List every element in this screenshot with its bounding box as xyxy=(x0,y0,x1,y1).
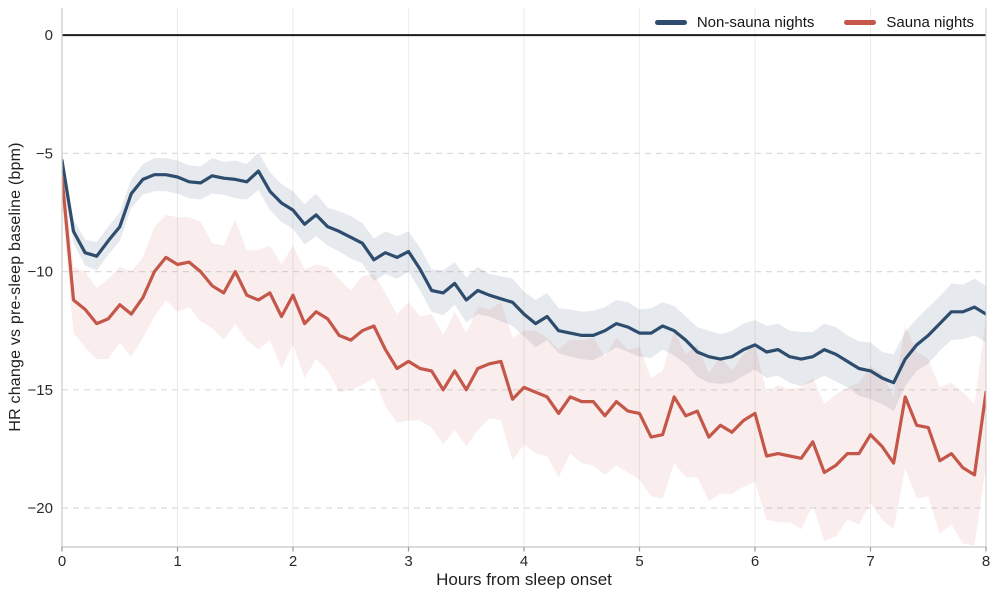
sauna-line xyxy=(62,175,986,477)
x-axis-label: Hours from sleep onset xyxy=(436,570,612,589)
legend-entry-sauna: Sauna nights xyxy=(844,14,974,31)
y-tick-label: −10 xyxy=(28,264,53,281)
y-tick-label: 0 xyxy=(45,27,53,44)
legend: Non-sauna nights Sauna nights xyxy=(654,14,974,31)
x-tick-label: 8 xyxy=(982,553,990,570)
non-sauna-line xyxy=(62,158,986,385)
y-axis-label: HR change vs pre-sleep baseline (bpm) xyxy=(7,142,24,432)
x-tick-label: 2 xyxy=(289,553,297,570)
x-tick-label: 7 xyxy=(866,553,874,570)
non-sauna-line-swatch-icon xyxy=(654,20,687,25)
x-tick-label: 1 xyxy=(173,553,181,570)
y-tick-label: −20 xyxy=(28,500,53,517)
x-tick-label: 4 xyxy=(520,553,528,570)
sauna-confidence-band xyxy=(62,151,986,546)
x-tick-label: 5 xyxy=(635,553,643,570)
x-tick-label: 3 xyxy=(404,553,412,570)
x-tick-label: 0 xyxy=(58,553,66,570)
x-tick-label: 6 xyxy=(751,553,759,570)
y-tick-label: −15 xyxy=(28,382,53,399)
legend-entry-non-sauna: Non-sauna nights xyxy=(654,14,815,31)
sauna-line-swatch-icon xyxy=(844,20,877,25)
legend-label: Sauna nights xyxy=(886,14,974,31)
y-tick-label: −5 xyxy=(36,145,53,162)
legend-label: Non-sauna nights xyxy=(696,14,815,31)
